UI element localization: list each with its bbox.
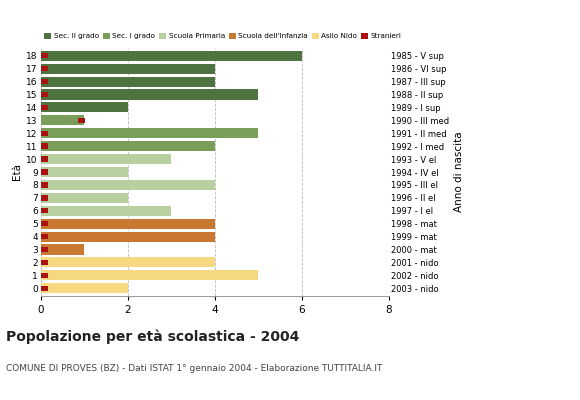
Bar <box>41 257 215 268</box>
Bar <box>41 193 128 203</box>
Bar <box>41 64 215 74</box>
Bar <box>41 90 258 100</box>
Bar <box>41 128 258 138</box>
Bar <box>41 206 171 216</box>
Bar <box>41 169 49 175</box>
Bar <box>41 92 49 97</box>
Text: Popolazione per età scolastica - 2004: Popolazione per età scolastica - 2004 <box>6 330 299 344</box>
Y-axis label: Anno di nascita: Anno di nascita <box>454 132 463 212</box>
Bar <box>41 156 49 162</box>
Bar <box>41 286 49 291</box>
Bar <box>41 144 49 149</box>
Bar <box>41 105 49 110</box>
Y-axis label: Età: Età <box>12 164 22 180</box>
Text: COMUNE DI PROVES (BZ) - Dati ISTAT 1° gennaio 2004 - Elaborazione TUTTITALIA.IT: COMUNE DI PROVES (BZ) - Dati ISTAT 1° ge… <box>6 364 382 373</box>
Bar <box>41 234 49 239</box>
Bar <box>41 270 258 280</box>
Bar <box>41 154 171 164</box>
Bar <box>41 66 49 71</box>
Bar <box>41 283 128 293</box>
Bar <box>41 53 49 58</box>
Bar <box>41 180 215 190</box>
Bar <box>41 115 84 125</box>
Bar <box>41 232 215 242</box>
Bar <box>41 219 215 229</box>
Bar <box>41 273 49 278</box>
Bar <box>41 130 49 136</box>
Bar <box>41 195 49 200</box>
Bar <box>78 118 85 123</box>
Bar <box>41 51 302 61</box>
Bar <box>41 208 49 214</box>
Bar <box>41 102 128 112</box>
Bar <box>41 247 49 252</box>
Bar <box>41 260 49 265</box>
Bar <box>41 79 49 84</box>
Bar <box>41 182 49 188</box>
Bar <box>41 141 215 151</box>
Legend: Sec. II grado, Sec. I grado, Scuola Primaria, Scuola dell'Infanzia, Asilo Nido, : Sec. II grado, Sec. I grado, Scuola Prim… <box>44 33 401 40</box>
Bar <box>41 167 128 177</box>
Bar <box>41 76 215 87</box>
Bar <box>41 244 84 254</box>
Bar <box>41 221 49 226</box>
